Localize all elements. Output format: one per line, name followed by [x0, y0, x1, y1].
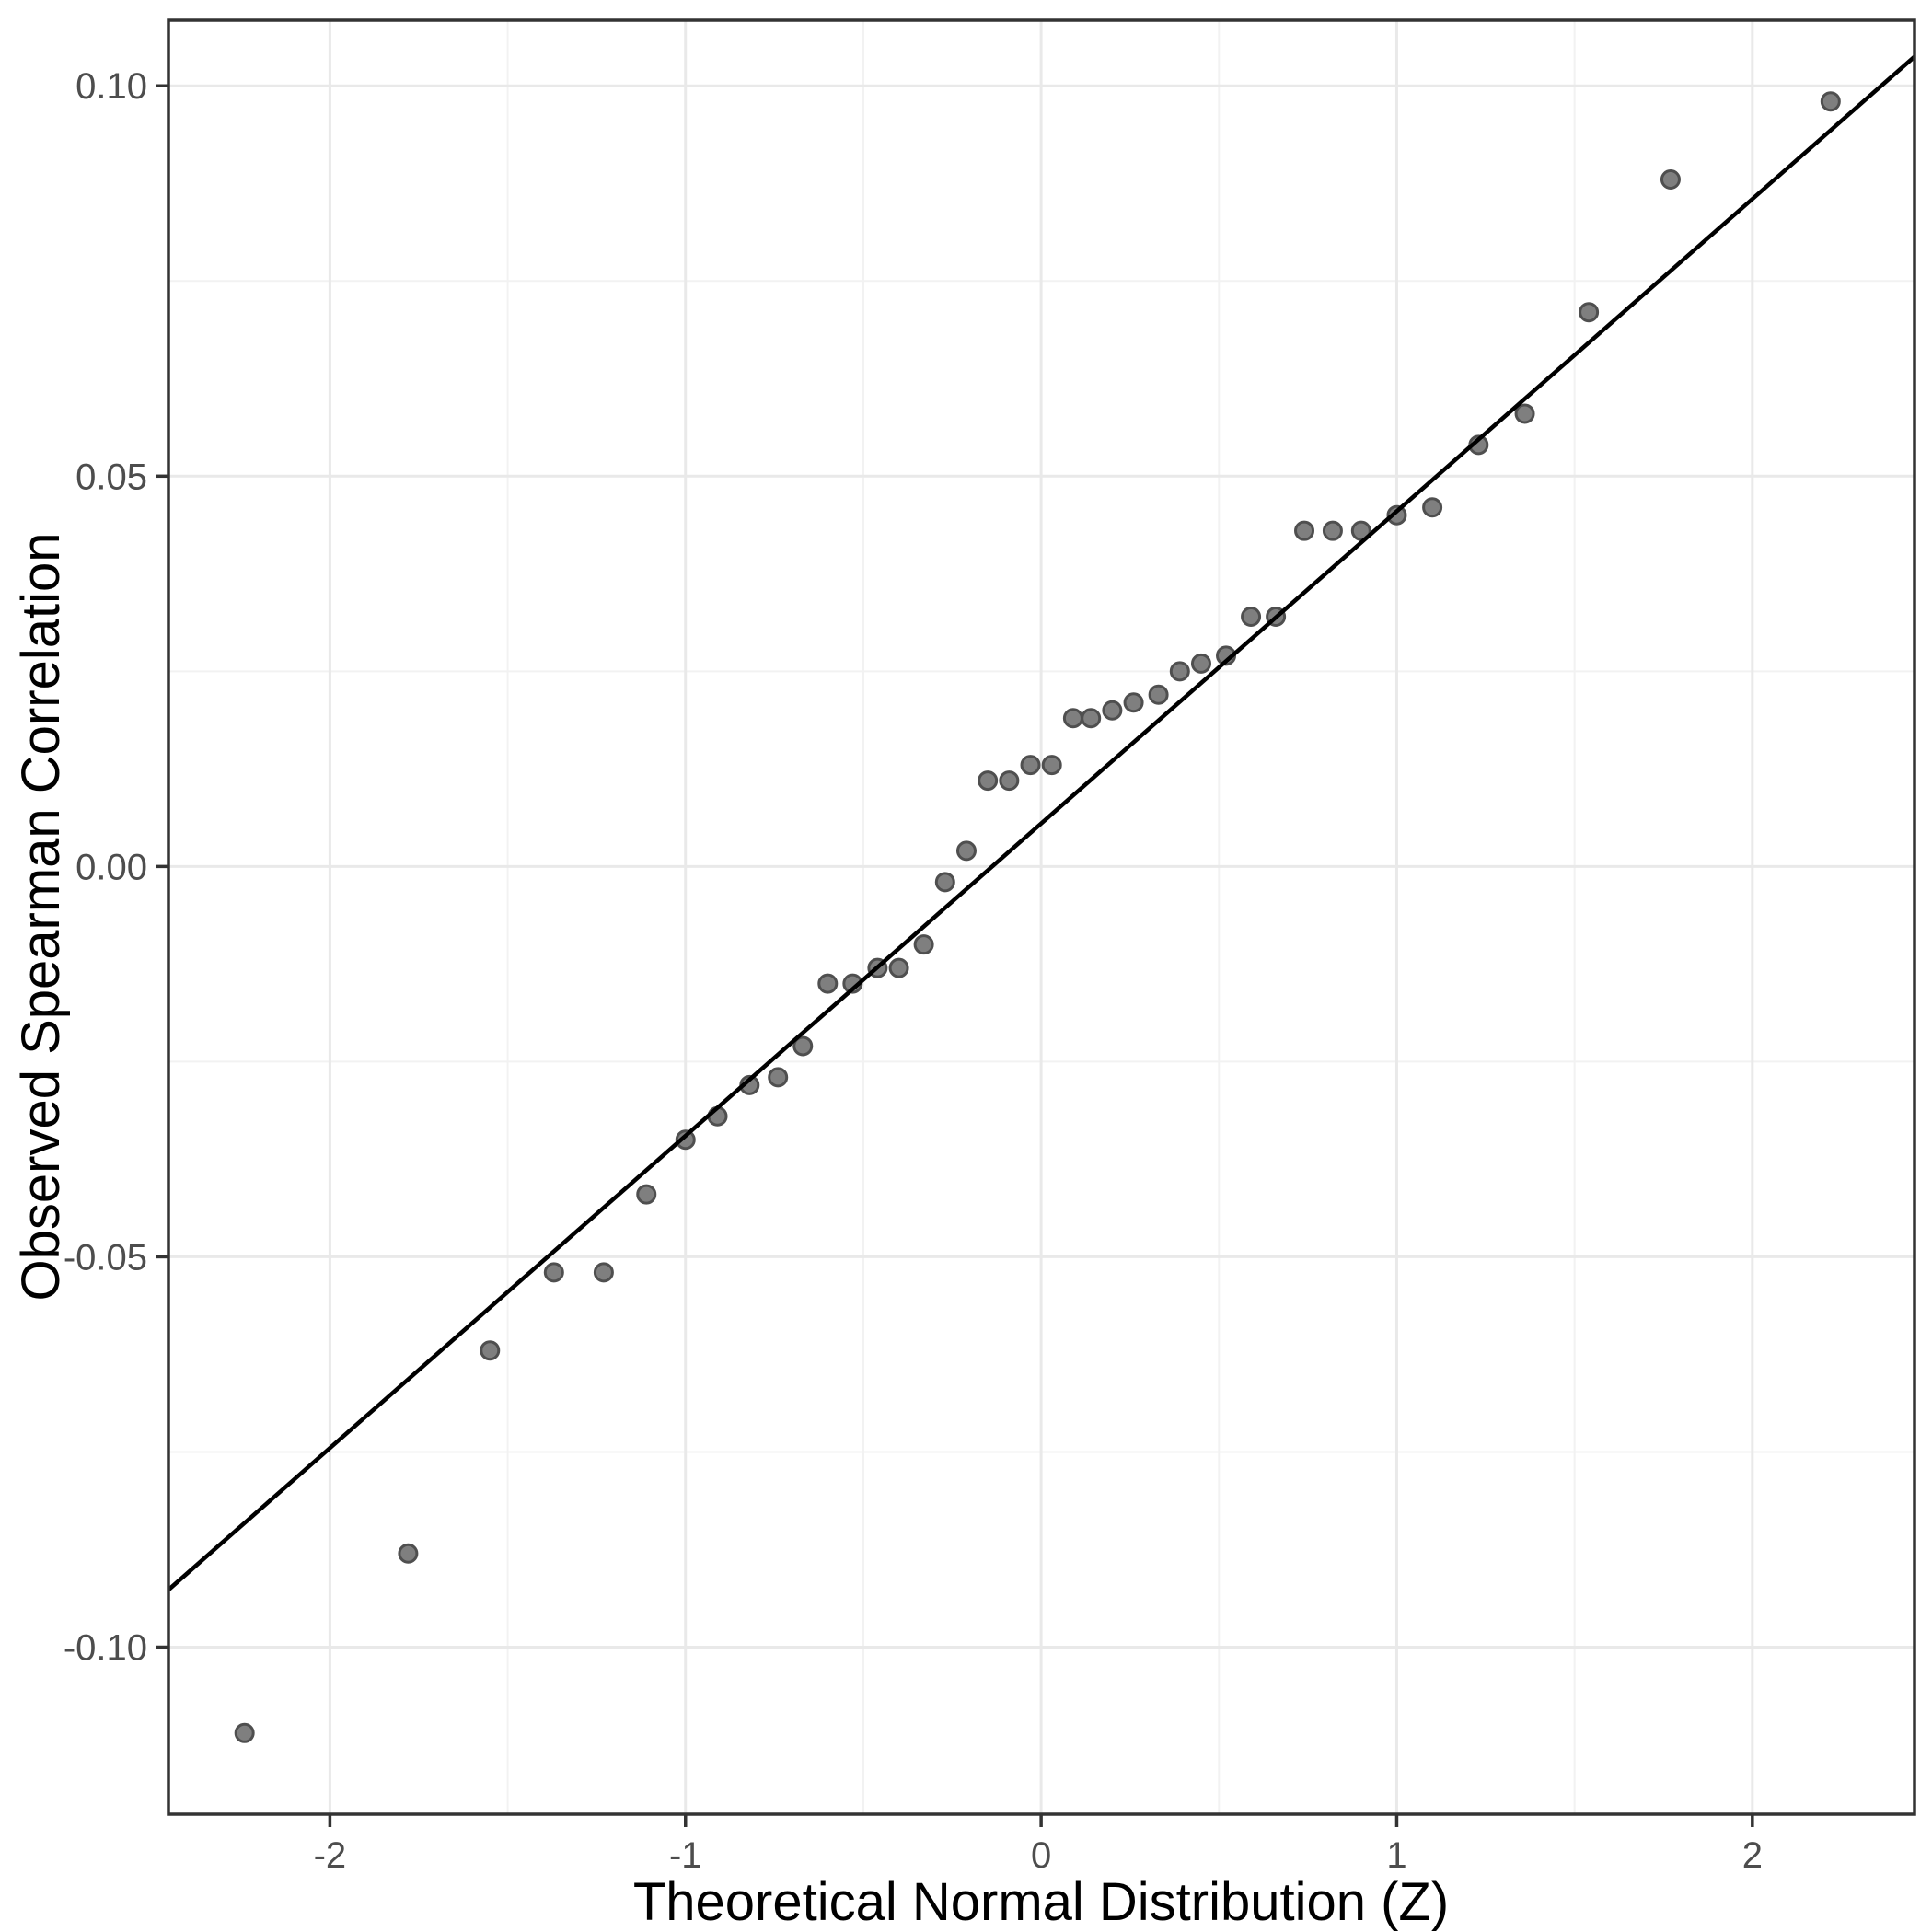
data-point [999, 770, 1020, 792]
data-point [1660, 169, 1681, 191]
data-point [1241, 606, 1262, 627]
data-point [1422, 497, 1443, 518]
data-point [934, 872, 955, 893]
data-point [1579, 302, 1600, 323]
y-tick-label: 0.00 [75, 847, 147, 887]
y-axis-title: Observed Spearman Correlation [11, 533, 71, 1301]
data-point [1350, 520, 1371, 541]
data-point [480, 1340, 501, 1361]
x-tick-label: 2 [1742, 1835, 1763, 1876]
data-point [1169, 661, 1190, 682]
x-axis-title: Theoretical Normal Distribution (Z) [633, 1872, 1449, 1932]
data-point [817, 973, 839, 994]
data-point [234, 1722, 255, 1743]
x-axis-tick-labels: -2 -1 0 1 2 [314, 1835, 1763, 1876]
data-point [543, 1262, 564, 1283]
data-point [636, 1184, 657, 1205]
y-tick-label: -0.05 [64, 1237, 147, 1278]
data-point [1081, 708, 1102, 729]
x-tick-label: 1 [1386, 1835, 1406, 1876]
x-tick-label: -2 [314, 1835, 347, 1876]
major-gridlines [168, 20, 1915, 1814]
data-points [234, 91, 1841, 1743]
data-point [792, 1035, 814, 1057]
data-point [1041, 755, 1062, 776]
y-tick-label: -0.10 [64, 1628, 147, 1669]
data-point [978, 770, 999, 792]
axis-tick-marks [156, 84, 1754, 1827]
data-point [955, 840, 977, 862]
data-point [913, 934, 934, 955]
data-point [1322, 520, 1343, 541]
data-point [675, 1129, 696, 1151]
data-point [888, 957, 909, 978]
data-point [1123, 692, 1144, 713]
data-point [1020, 755, 1041, 776]
data-point [1062, 708, 1083, 729]
y-axis-tick-labels: 0.10 0.05 0.00 -0.05 -0.10 [64, 66, 147, 1668]
data-point [1102, 700, 1123, 721]
data-point [1294, 520, 1315, 541]
data-point [1514, 403, 1535, 424]
x-tick-label: 0 [1031, 1835, 1051, 1876]
data-point [593, 1262, 614, 1283]
data-point [1148, 684, 1169, 705]
data-point [1820, 91, 1841, 112]
data-point [1386, 504, 1407, 526]
y-tick-label: 0.05 [75, 457, 147, 497]
data-point [398, 1543, 419, 1564]
x-tick-label: -1 [669, 1835, 702, 1876]
y-tick-label: 0.10 [75, 66, 147, 107]
data-point [768, 1067, 789, 1088]
reference-line [167, 54, 1916, 1591]
data-point [1190, 653, 1211, 674]
